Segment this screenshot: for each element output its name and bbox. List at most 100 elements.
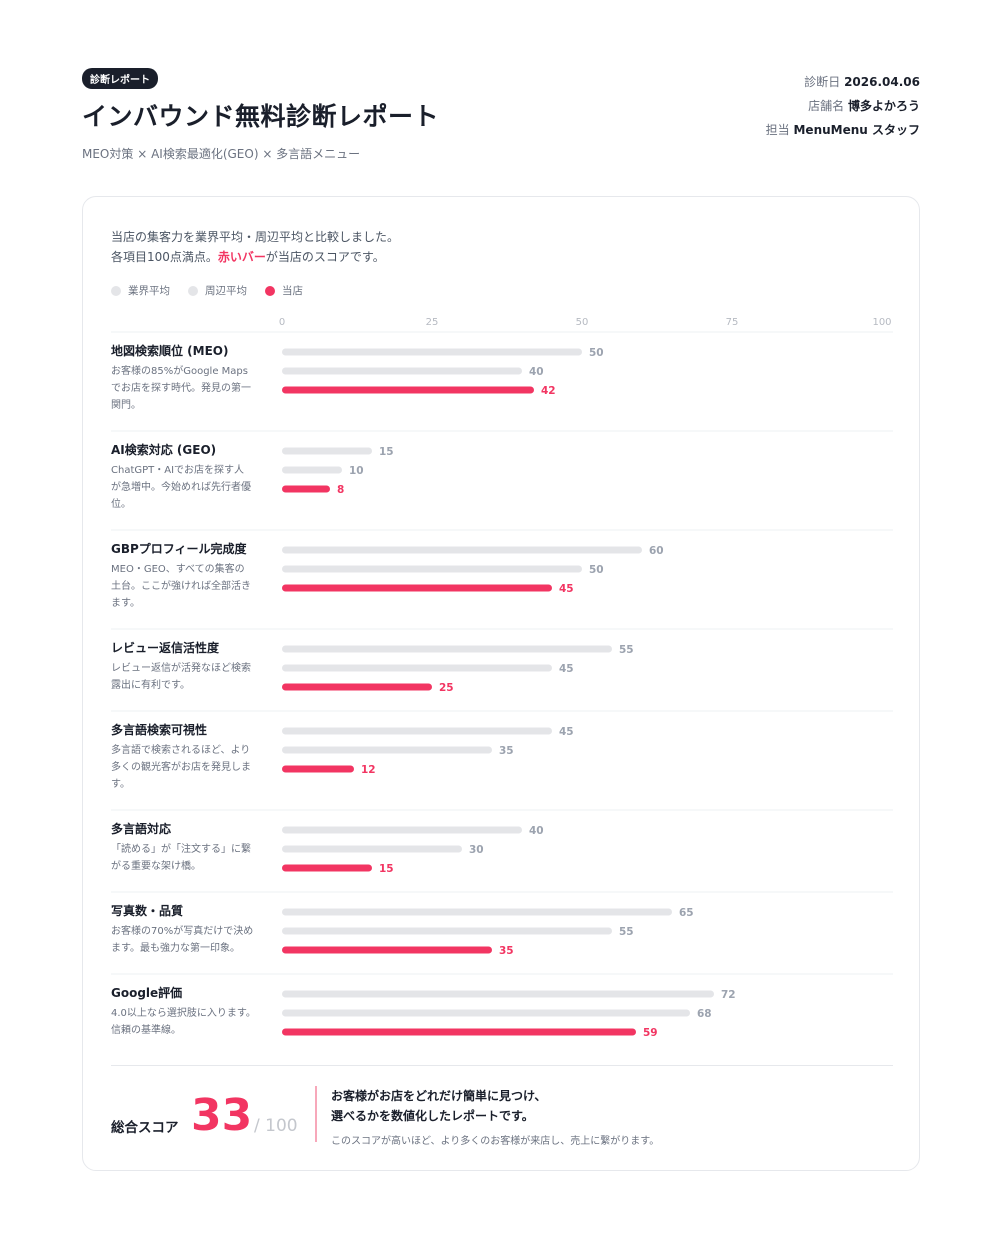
score-note: このスコアが高いほど、より多くのお客様が来店し、売上に繋がります。 bbox=[331, 1136, 660, 1147]
bar-store bbox=[282, 946, 492, 954]
category-title: AI検索対応 (GEO) bbox=[111, 442, 216, 457]
bar-value-label: 25 bbox=[439, 682, 454, 694]
score-description: お客様がお店をどれだけ簡単に見つけ、 選べるかを数値化したレポートです。 このス… bbox=[331, 1086, 659, 1147]
bar-value-label: 55 bbox=[619, 926, 634, 938]
meta-store: 店舗名 博多よかろう bbox=[808, 99, 920, 113]
bar-industry bbox=[282, 447, 372, 455]
score-desc-line-1: お客様がお店をどれだけ簡単に見つけ、 bbox=[331, 1089, 547, 1103]
bar-store bbox=[282, 584, 552, 592]
category-title: GBPプロフィール完成度 bbox=[111, 541, 248, 556]
bar-area bbox=[282, 845, 462, 853]
axis-tick-label: 100 bbox=[872, 317, 891, 328]
bar-value-label: 12 bbox=[361, 764, 376, 776]
bar-area bbox=[282, 466, 342, 474]
bar-value-label: 40 bbox=[529, 366, 544, 378]
bar-value-label: 35 bbox=[499, 745, 514, 757]
category-desc-line: 4.0以上なら選択肢に入ります。 bbox=[111, 1006, 256, 1019]
score-value: 33 bbox=[191, 1090, 253, 1141]
bar-value-label: 8 bbox=[337, 484, 344, 496]
category-desc-line: お客様の70%が写真だけで決め bbox=[111, 924, 253, 937]
bar-value-label: 40 bbox=[529, 825, 544, 837]
category-title: 多言語検索可視性 bbox=[111, 722, 207, 737]
bar-store bbox=[282, 1028, 636, 1036]
category-desc-line: ChatGPT・AIでお店を探す人 bbox=[111, 463, 244, 476]
score-max: / 100 bbox=[254, 1116, 298, 1136]
category-title: Google評価 bbox=[111, 985, 182, 1000]
category-desc-line: 「読める」が「注文する」に繋 bbox=[111, 842, 251, 855]
bar-value-label: 15 bbox=[379, 863, 394, 875]
bar-store bbox=[282, 386, 534, 394]
legend-area: 周辺平均 bbox=[188, 283, 247, 298]
report-meta: 診断日 2026.04.06 店舗名 博多よかろう 担当 MenuMenu スタ… bbox=[766, 70, 920, 142]
page-title: インバウンド無料診断レポート bbox=[82, 102, 440, 131]
category-desc-line: でお店を探す時代。発見の第一 bbox=[111, 381, 251, 394]
bar-value-label: 45 bbox=[559, 583, 574, 595]
category-desc-line: がる重要な架け橋。 bbox=[111, 859, 201, 872]
bar-chart: 0 25 50 75 100 地図検索順位 (MEO) お客様の85%がGoogle Map… bbox=[111, 317, 893, 1039]
intro-line-1: 当店の集客力を業界平均・周辺平均と比較しました。 bbox=[111, 230, 400, 244]
total-score-section: 総合スコア 33 / 100 お客様がお店をどれだけ簡単に見つけ、 選べるかを数… bbox=[111, 1065, 893, 1155]
bar-industry bbox=[282, 727, 552, 735]
bar-value-label: 50 bbox=[589, 564, 604, 576]
bar-value-label: 45 bbox=[559, 726, 574, 738]
category-desc-line: お客様の85%がGoogle Maps bbox=[111, 364, 248, 377]
category-title: 多言語対応 bbox=[111, 821, 171, 836]
bar-store bbox=[282, 864, 372, 872]
bar-area bbox=[282, 927, 612, 935]
legend-industry: 業界平均 bbox=[111, 283, 170, 298]
category-desc-line: レビュー返信が活発なほど検索 bbox=[111, 661, 251, 674]
legend-dot-area bbox=[188, 285, 198, 296]
chart-card: 当店の集客力を業界平均・周辺平均と比較しました。 各項目100点満点。赤いバーが… bbox=[82, 196, 920, 1171]
score-divider bbox=[315, 1086, 317, 1142]
bar-industry bbox=[282, 645, 612, 653]
bar-industry bbox=[282, 990, 714, 998]
category-desc-line: 露出に有利です。 bbox=[111, 678, 190, 691]
bar-area bbox=[282, 664, 552, 672]
intro-line-2: 各項目100点満点。赤いバーが当店のスコアです。 bbox=[111, 250, 385, 264]
category-title: 写真数・品質 bbox=[111, 903, 183, 918]
bar-area bbox=[282, 1009, 690, 1017]
report-header: 診断レポート インバウンド無料診断レポート MEO対策 × AI検索最適化(GE… bbox=[82, 68, 920, 161]
category-title: レビュー返信活性度 bbox=[111, 640, 220, 655]
bar-area bbox=[282, 746, 492, 754]
bar-value-label: 55 bbox=[619, 644, 634, 656]
category-title: 地図検索順位 (MEO) bbox=[111, 343, 229, 358]
meta-date: 診断日 2026.04.06 bbox=[804, 75, 920, 89]
axis-tick-label: 50 bbox=[576, 317, 589, 328]
bar-value-label: 50 bbox=[589, 347, 604, 359]
category-desc-line: MEO・GEO、すべての集客の bbox=[111, 562, 245, 575]
bar-value-label: 68 bbox=[697, 1008, 712, 1020]
bar-industry bbox=[282, 546, 642, 554]
axis-tick-label: 0 bbox=[279, 317, 285, 328]
score-desc-line-2: 選べるかを数値化したレポートです。 bbox=[331, 1109, 534, 1123]
bar-store bbox=[282, 683, 432, 691]
axis-tick-label: 25 bbox=[426, 317, 439, 328]
chart-intro: 当店の集客力を業界平均・周辺平均と比較しました。 各項目100点満点。赤いバーが… bbox=[111, 227, 399, 267]
category-desc-line: ます。 bbox=[111, 597, 140, 609]
legend-store: 当店 bbox=[265, 283, 303, 298]
category-desc-line: す。 bbox=[111, 778, 130, 790]
legend-dot-store bbox=[265, 285, 275, 296]
bar-value-label: 42 bbox=[541, 385, 556, 397]
bar-area bbox=[282, 565, 582, 573]
bar-value-label: 35 bbox=[499, 945, 514, 957]
axis-tick-label: 75 bbox=[726, 317, 739, 328]
bar-value-label: 65 bbox=[679, 907, 694, 919]
bar-industry bbox=[282, 908, 672, 916]
bar-value-label: 15 bbox=[379, 446, 394, 458]
bar-store bbox=[282, 765, 354, 773]
legend-dot-industry bbox=[111, 285, 121, 296]
category-desc-line: 関門。 bbox=[111, 399, 141, 411]
category-desc-line: 土台。ここが強ければ全部活き bbox=[111, 579, 251, 592]
bar-value-label: 45 bbox=[559, 663, 574, 675]
bar-value-label: 59 bbox=[643, 1027, 658, 1039]
page-subtitle: MEO対策 × AI検索最適化(GEO) × 多言語メニュー bbox=[82, 147, 361, 161]
category-desc-line: 多くの観光客がお店を発見しま bbox=[111, 760, 251, 773]
intro-highlight: 赤いバー bbox=[217, 250, 266, 264]
score-label: 総合スコア bbox=[111, 1120, 179, 1136]
category-desc-line: 信頼の基準線。 bbox=[111, 1023, 181, 1036]
meta-staff: 担当 MenuMenu スタッフ bbox=[765, 123, 920, 137]
bar-industry bbox=[282, 348, 582, 356]
chart-legend: 業界平均 周辺平均 当店 bbox=[111, 283, 303, 298]
bar-value-label: 30 bbox=[469, 844, 484, 856]
